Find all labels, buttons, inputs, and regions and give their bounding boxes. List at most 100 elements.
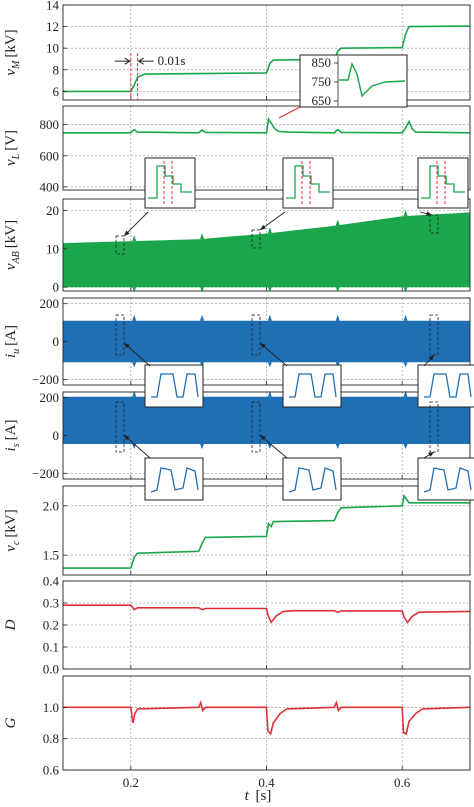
band-spike xyxy=(132,314,137,321)
y-tick-label: 0 xyxy=(53,428,60,443)
y-axis-var: G xyxy=(3,717,19,728)
band-spike xyxy=(267,227,272,234)
iu-arrow-1-head xyxy=(260,343,266,349)
band-spike xyxy=(200,314,205,321)
band-spike xyxy=(200,444,205,450)
is-source-box-0 xyxy=(115,401,125,453)
y-axis-label-G: G xyxy=(3,717,19,728)
y-axis-label-is: is [A] xyxy=(3,420,22,452)
y-tick-label: 1.0 xyxy=(43,700,59,715)
y-tick-label: 600 xyxy=(40,148,60,163)
y-tick-label: 0.0 xyxy=(43,662,59,677)
band-spike xyxy=(267,287,272,293)
band-spike xyxy=(200,232,205,239)
inset-is-trace xyxy=(423,467,472,493)
vAB-arrow-0 xyxy=(123,211,149,237)
y-axis-label-vL: vL [V] xyxy=(3,130,22,166)
y-axis-var: v xyxy=(3,159,19,166)
band-spike xyxy=(132,362,137,368)
annotation-label: 0.01s xyxy=(158,53,186,68)
series-line-vL xyxy=(63,117,471,134)
band-spike xyxy=(267,314,272,321)
y-axis-sub: AB xyxy=(11,251,22,264)
x-axis: t [s] xyxy=(245,788,272,804)
inset-leader xyxy=(278,106,301,119)
is-source-box-1 xyxy=(251,401,261,453)
inset-step-trace xyxy=(148,165,192,199)
vAB-arrow-0-head xyxy=(124,230,130,236)
band-spike xyxy=(335,314,340,321)
band-spike xyxy=(132,390,137,397)
inset-iu-1 xyxy=(282,364,342,408)
y-axis-unit: [kV] xyxy=(3,509,19,537)
band-is xyxy=(63,396,470,444)
is-arrow-2-head xyxy=(428,452,434,457)
y-tick-label: 20 xyxy=(46,203,59,218)
x-axis-var: t xyxy=(245,788,250,804)
inset-is-trace xyxy=(288,467,337,493)
band-spike xyxy=(267,390,272,397)
band-spike xyxy=(132,287,137,293)
y-axis-label-vAB: vAB [kV] xyxy=(3,220,22,270)
band-spike xyxy=(403,287,408,293)
y-tick-label: 400 xyxy=(40,179,60,194)
band-iu xyxy=(63,320,470,363)
y-axis-unit: [kV] xyxy=(3,220,19,248)
inset-iu-trace xyxy=(289,373,337,398)
y-tick-label: −200 xyxy=(32,466,59,481)
y-tick-label: 10 xyxy=(46,41,59,56)
y-axis-sub: L xyxy=(11,153,22,160)
inset-step-0 xyxy=(144,157,196,209)
band-spike xyxy=(200,287,205,293)
band-spike xyxy=(267,444,272,450)
inset-step-2 xyxy=(417,157,469,209)
y-tick-label: 12 xyxy=(46,19,59,34)
x-tick-label: 0.6 xyxy=(394,775,411,790)
y-axis-sub: c xyxy=(11,540,22,545)
panel-is: −200 0 200 is [A] xyxy=(3,390,471,481)
panel-vc: 1.5 2.0 vc [kV] xyxy=(3,485,471,576)
iu-arrow-1 xyxy=(259,342,288,367)
annotation-arrow-right xyxy=(137,57,154,65)
y-axis-sub: s xyxy=(11,443,22,447)
y-axis-label-vc: vc [kV] xyxy=(3,509,22,551)
y-axis-var: v xyxy=(3,545,19,552)
y-axis-var: i xyxy=(3,354,19,358)
iu-arrow-0-head xyxy=(124,343,130,349)
y-tick-label: 0 xyxy=(53,334,60,349)
panel-iu: −200 0 200 iu [A] xyxy=(3,296,471,387)
y-tick-label: −200 xyxy=(32,372,59,387)
y-axis-unit: [A] xyxy=(3,325,19,346)
inset-tick-label: 850 xyxy=(312,55,332,70)
panel-vM: 6 8 10 12 14 vM [kV] 0.01s xyxy=(3,0,471,101)
band-spike xyxy=(335,287,340,293)
y-axis-var: v xyxy=(3,69,19,76)
y-tick-label: 800 xyxy=(40,117,60,132)
panel-vL: 400 600 800 vL [V] xyxy=(3,105,471,194)
iu-source-box-1 xyxy=(251,314,261,356)
inset-step-trace xyxy=(421,165,465,199)
vAB-source-box-2 xyxy=(429,214,439,234)
y-axis-unit: [kV] xyxy=(3,29,19,57)
x-tick-label: 0.4 xyxy=(258,775,275,790)
inset-iu-2 xyxy=(417,364,474,408)
y-tick-label: 200 xyxy=(40,296,60,311)
iu-arrow-2-head xyxy=(428,355,434,361)
x-axis-label: t [s] xyxy=(245,788,272,804)
band-spike xyxy=(335,444,340,450)
y-tick-label: 2.0 xyxy=(43,498,59,513)
vAB-source-box-0 xyxy=(115,235,125,255)
inset-step-trace xyxy=(286,165,330,199)
inset-tick-label: 650 xyxy=(312,93,332,108)
y-axis-unit: [A] xyxy=(3,420,19,441)
is-arrow-1-head xyxy=(260,435,266,441)
inset-is-trace xyxy=(150,467,199,493)
vAB-arrow-1-head xyxy=(260,224,266,230)
y-tick-label: 0.1 xyxy=(43,640,59,655)
inset-trace xyxy=(339,61,406,98)
y-tick-label: 14 xyxy=(46,0,60,13)
panels: 68101214vM[kV]0.01s400600800vL[V]01020vA… xyxy=(3,0,471,790)
inset-iu-trace xyxy=(151,373,199,398)
insets: 850 750 650 xyxy=(115,54,474,501)
band-vAB xyxy=(63,212,470,288)
